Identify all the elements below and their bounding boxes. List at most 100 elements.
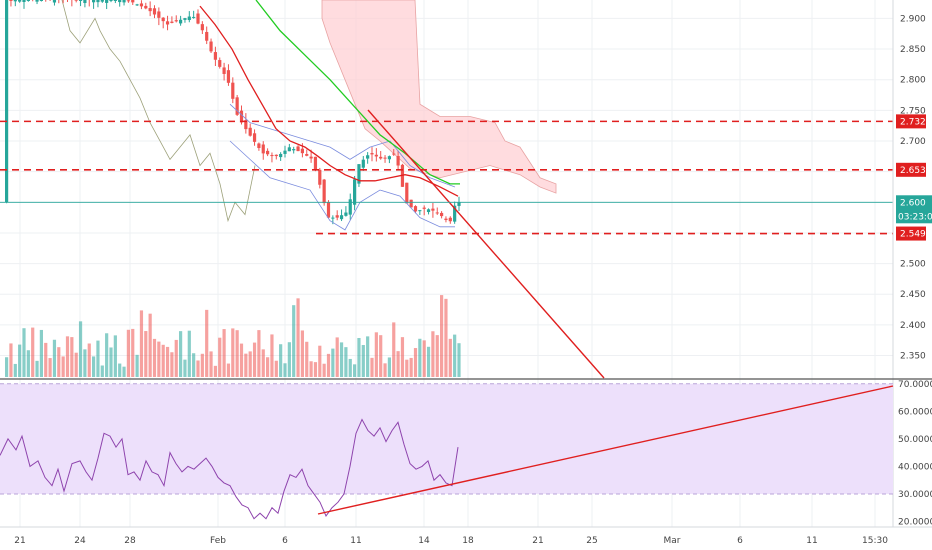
candle-body <box>209 41 213 52</box>
candle-body <box>131 0 135 3</box>
level-tag <box>896 114 926 129</box>
volume-bar <box>305 341 309 377</box>
candle-body <box>322 179 326 204</box>
candle-body <box>200 24 204 31</box>
candle-body <box>374 154 378 157</box>
price-tick-label: 2.850 <box>900 45 926 55</box>
candle-body <box>335 215 339 218</box>
volume-bar <box>435 335 439 377</box>
candle-body <box>326 202 331 218</box>
time-tick-label: 24 <box>74 536 86 546</box>
volume-bar <box>22 328 26 377</box>
volume-bar <box>200 353 204 377</box>
volume-bar <box>5 357 9 377</box>
volume-bar <box>279 344 283 377</box>
volume-bar <box>252 342 257 377</box>
candle-body <box>226 70 231 83</box>
volume-bar <box>322 363 326 377</box>
volume-bar <box>409 357 413 377</box>
volume-bar <box>440 295 444 377</box>
candle-body <box>18 0 22 2</box>
candle-body <box>261 144 265 154</box>
countdown-label: 03:23:01 <box>898 212 932 222</box>
time-tick-label: Mar <box>664 536 681 546</box>
candle-body <box>135 4 139 6</box>
price-tick-label: 2.400 <box>900 321 926 331</box>
volume-bar <box>135 354 139 377</box>
volume-bar <box>287 342 291 377</box>
volume-bar <box>448 338 452 377</box>
volume-bar <box>83 349 87 377</box>
volume-bar <box>183 359 187 377</box>
volume-bar <box>418 338 422 377</box>
volume-bar <box>239 343 244 377</box>
candle-body <box>126 0 130 2</box>
volume-bar <box>426 346 431 377</box>
candle-body <box>309 156 313 159</box>
volume-bar <box>57 347 61 377</box>
volume-bar <box>74 352 78 377</box>
volume-bar <box>379 335 383 377</box>
volume-bar <box>44 342 48 377</box>
volume-bar <box>48 358 52 377</box>
candle-body <box>292 149 296 151</box>
volume-bar <box>139 310 144 377</box>
candle-body <box>78 0 83 1</box>
volume-bar <box>187 330 191 377</box>
band-upper-line <box>229 103 456 188</box>
volume-bar <box>309 361 313 377</box>
volume-bar <box>366 336 370 377</box>
candle-body <box>183 18 187 20</box>
candle-body <box>348 199 352 215</box>
price-tick-label: 2.450 <box>900 290 926 300</box>
candle-body <box>39 0 43 1</box>
candle-body <box>148 8 152 12</box>
volume-bar <box>52 339 57 377</box>
volume-bar <box>344 347 348 377</box>
volume-bar <box>196 360 200 377</box>
volume-bar <box>157 341 161 377</box>
volume-bar <box>257 330 261 377</box>
candle-body <box>448 217 452 222</box>
level-tag <box>896 226 926 241</box>
candle-body <box>426 209 431 213</box>
time-tick-label: 28 <box>124 536 136 546</box>
candle-body <box>440 212 444 217</box>
volume-bar <box>31 327 35 377</box>
candle-body <box>379 156 383 159</box>
level-tag-label: 2.549 <box>900 230 926 240</box>
candle-body <box>105 0 109 3</box>
volume-bar <box>318 345 322 377</box>
candle-body <box>239 110 244 123</box>
volume-bar <box>274 360 278 377</box>
candle-body <box>392 153 396 155</box>
candle-body <box>96 0 100 3</box>
volume-bar <box>292 305 296 377</box>
volume-bar <box>65 336 70 377</box>
level-tag <box>896 162 926 177</box>
volume-bar <box>283 363 287 377</box>
candle-body <box>222 67 226 74</box>
candle-body <box>13 0 17 2</box>
volume-bar <box>231 328 235 377</box>
volume-bar <box>374 332 378 377</box>
candle-body <box>100 0 104 2</box>
ichimoku-cloud <box>321 0 557 194</box>
candle-body <box>296 146 300 152</box>
volume-bar <box>396 351 400 377</box>
candle-body <box>196 13 200 24</box>
candle-body <box>405 182 409 204</box>
volume-bar <box>313 362 318 377</box>
candle-body <box>274 154 278 157</box>
volume-bar <box>383 363 387 377</box>
level-tag-label: 2.732 <box>900 117 926 127</box>
candle-body <box>152 8 157 15</box>
candle-body <box>318 169 322 185</box>
volume-bar <box>70 337 74 377</box>
volume-bar <box>361 345 365 377</box>
volume-bar <box>131 328 135 377</box>
volume-bar <box>152 338 157 377</box>
volume-bar <box>126 329 130 377</box>
candle-body <box>396 156 400 166</box>
